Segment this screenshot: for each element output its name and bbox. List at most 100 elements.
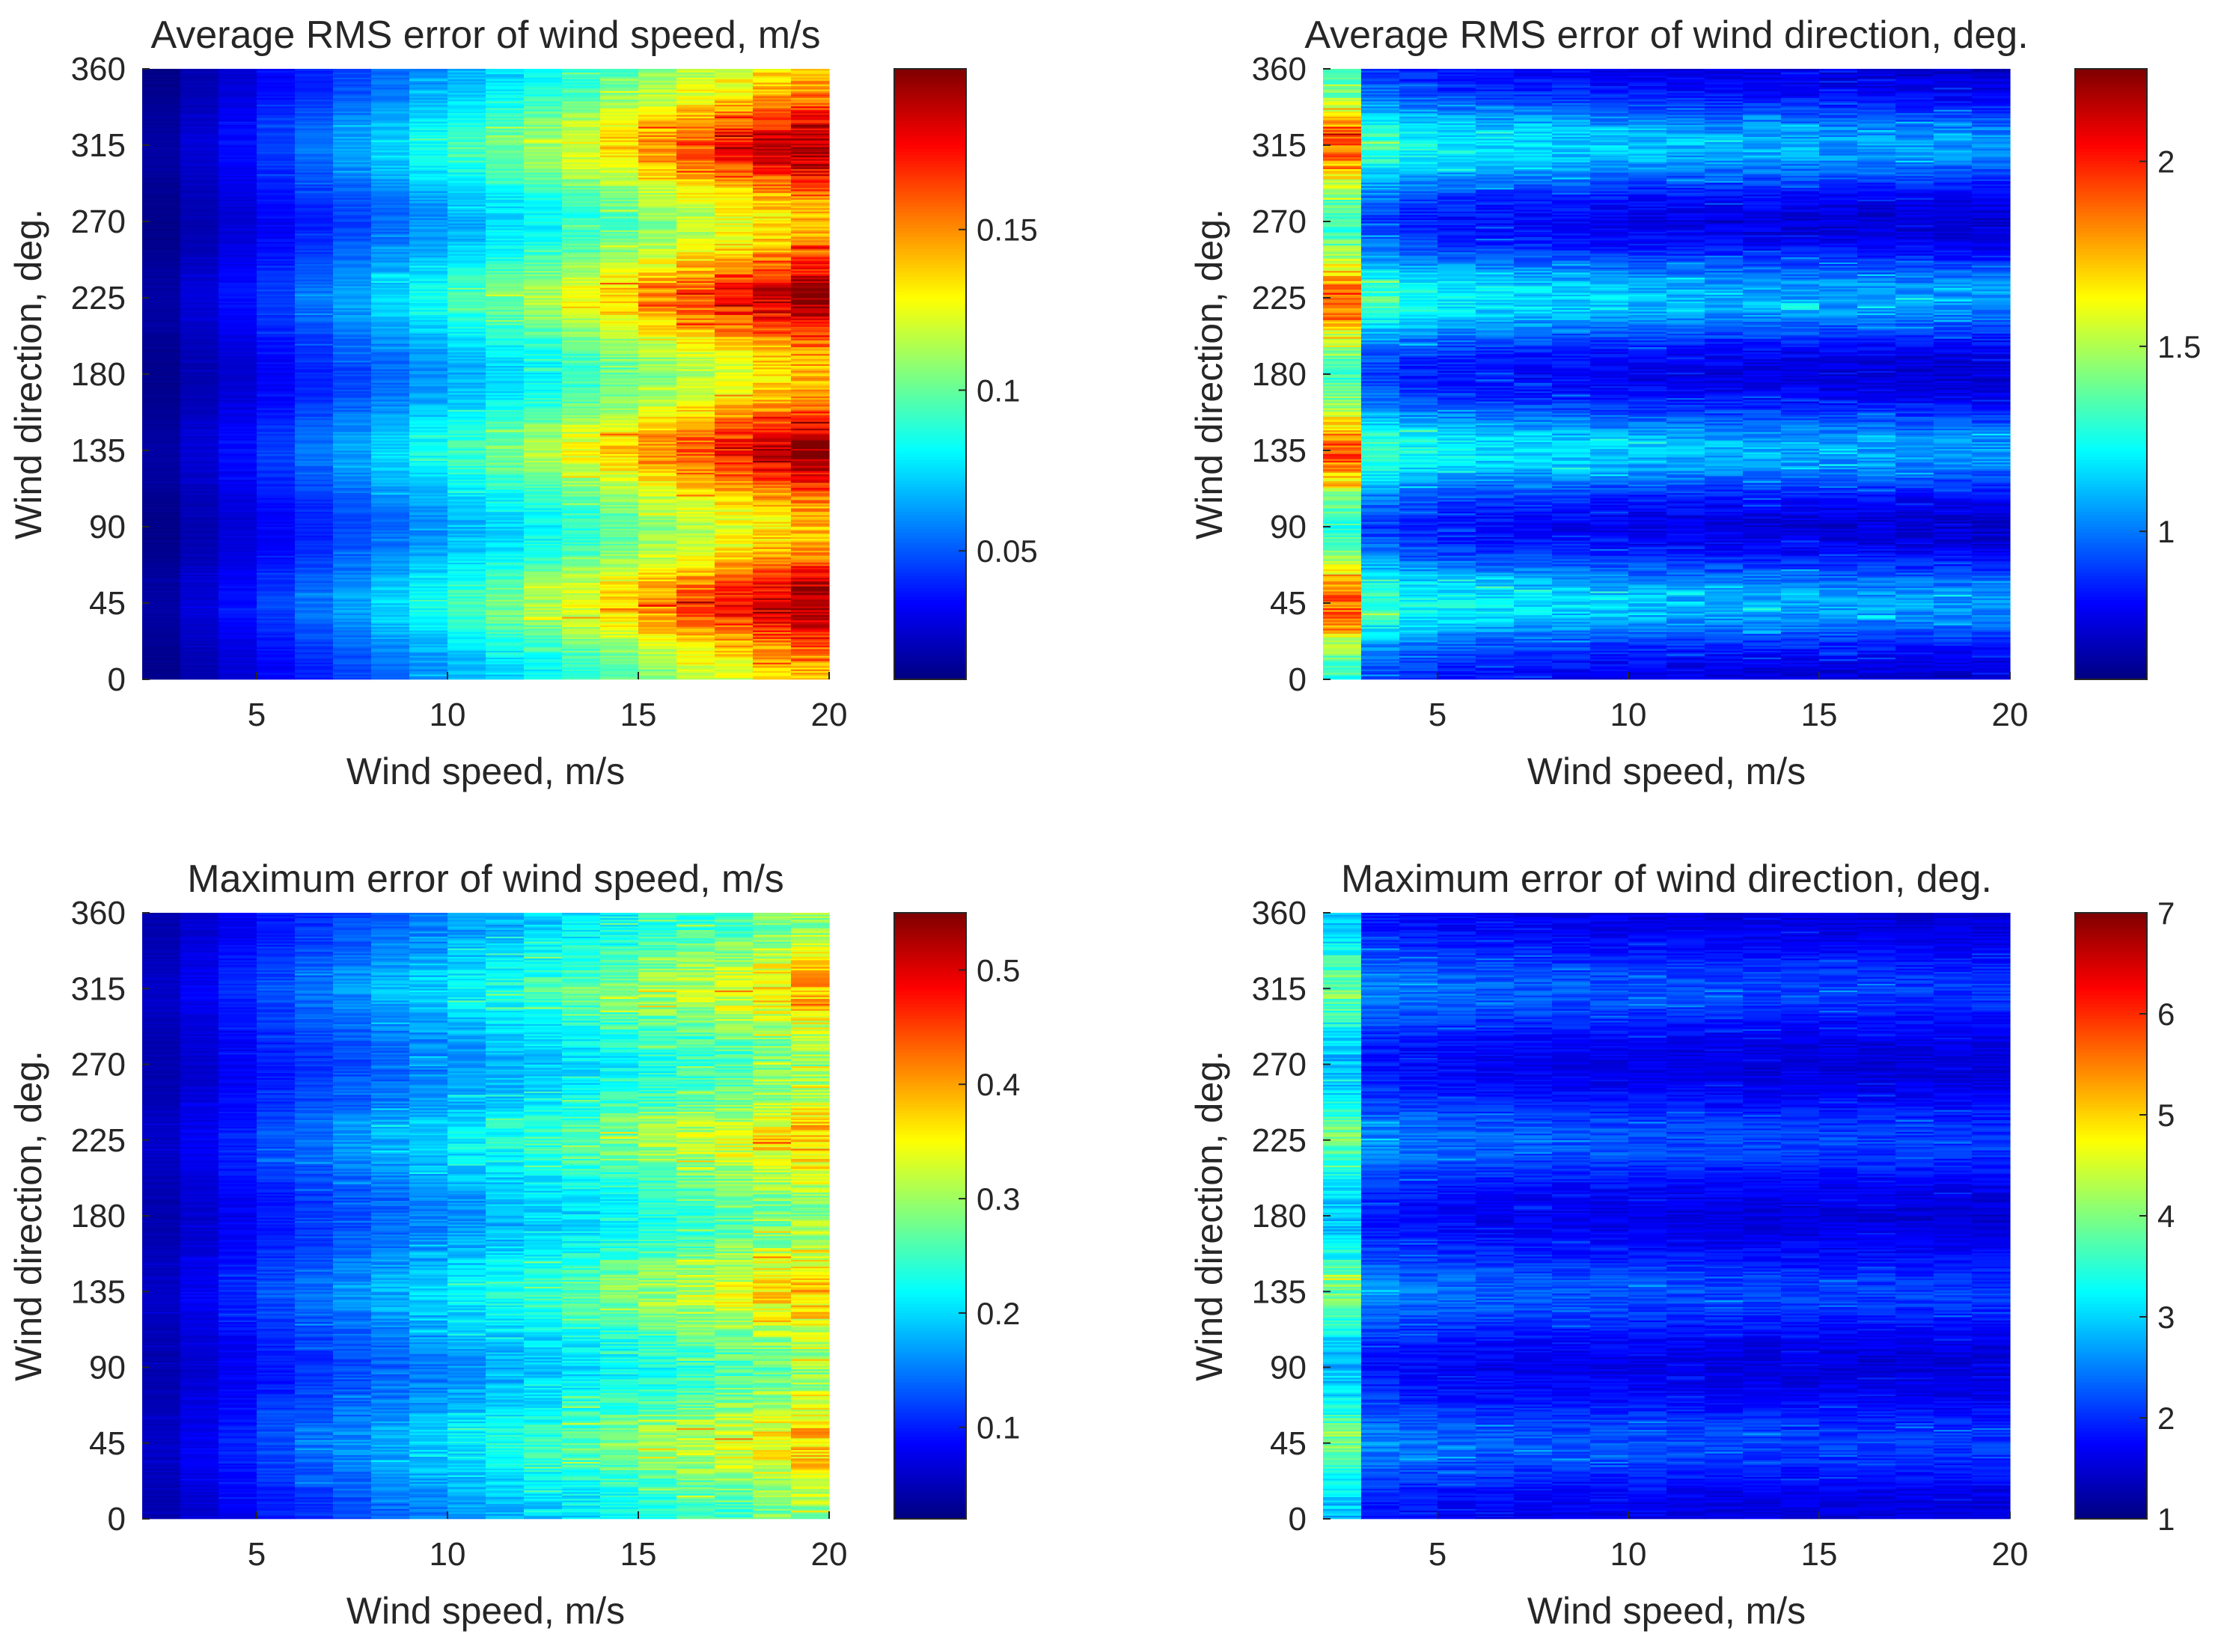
heatmap-cell [638, 433, 677, 435]
heatmap-cell [524, 140, 563, 142]
heatmap-cell [371, 571, 410, 573]
heatmap-cell [447, 171, 486, 173]
heatmap-cell [486, 530, 525, 533]
heatmap-cell [524, 361, 563, 363]
heatmap-cell [257, 456, 296, 458]
heatmap-cell [142, 247, 181, 249]
heatmap-cell [371, 308, 410, 310]
heatmap-cell [142, 235, 181, 237]
heatmap-cell [295, 634, 334, 636]
heatmap-cell [295, 615, 334, 617]
heatmap-cell [219, 220, 257, 222]
heatmap-cell [142, 96, 181, 98]
heatmap-cell [486, 491, 525, 493]
heatmap-cell [219, 423, 257, 426]
heatmap-cell [409, 93, 448, 95]
heatmap-cell [142, 174, 181, 177]
heatmap-cell [257, 465, 296, 468]
heatmap-cell [219, 607, 257, 609]
heatmap-cell [600, 483, 639, 485]
heatmap-cell [219, 138, 257, 141]
heatmap-cell [524, 370, 563, 373]
heatmap-cell [447, 201, 486, 204]
heatmap-cell [333, 269, 372, 271]
heatmap-cell [257, 236, 296, 239]
heatmap-cell [447, 208, 486, 210]
heatmap-cell [447, 477, 486, 480]
heatmap-cell [219, 503, 257, 505]
heatmap-cell [333, 595, 372, 597]
heatmap-cell [409, 432, 448, 434]
heatmap-cell [638, 500, 677, 502]
heatmap-cell [142, 564, 181, 566]
heatmap-cell [600, 498, 639, 500]
heatmap-cell [371, 235, 410, 237]
heatmap-cell [257, 203, 296, 205]
heatmap-cell [371, 518, 410, 521]
heatmap-cell [562, 286, 601, 288]
heatmap-cell [333, 149, 372, 151]
heatmap-cell [562, 305, 601, 307]
heatmap-cell [600, 630, 639, 632]
heatmap-cell [257, 544, 296, 546]
heatmap-cell [371, 491, 410, 493]
heatmap-cell [600, 303, 639, 305]
heatmap-cell [447, 96, 486, 98]
heatmap-cell [257, 91, 296, 93]
heatmap-cell [295, 196, 334, 198]
heatmap-cell [447, 423, 486, 426]
heatmap-cell [257, 313, 296, 315]
heatmap-cell [219, 108, 257, 110]
heatmap-cell [447, 488, 486, 490]
heatmap-cell [486, 200, 525, 202]
heatmap-cell [447, 157, 486, 159]
heatmap-cell [371, 345, 410, 347]
heatmap-cell [333, 145, 372, 147]
heatmap-cell [638, 414, 677, 417]
heatmap-cell [333, 500, 372, 502]
heatmap-cell [180, 91, 219, 93]
heatmap-cell [447, 484, 486, 486]
heatmap-cell [409, 491, 448, 493]
heatmap-cell [409, 274, 448, 276]
heatmap-cell [524, 345, 563, 347]
heatmap-cell [180, 374, 219, 376]
heatmap-cell [447, 513, 486, 516]
heatmap-cell [600, 505, 639, 507]
heatmap-cell [180, 605, 219, 607]
heatmap-cell [219, 195, 257, 197]
heatmap-cell [295, 405, 334, 407]
heatmap-cell [295, 208, 334, 210]
heatmap-cell [333, 564, 372, 566]
heatmap-cell [142, 623, 181, 625]
heatmap-cell [142, 342, 181, 344]
heatmap-cell [409, 308, 448, 310]
heatmap-cell [486, 376, 525, 378]
heatmap-cell [524, 271, 563, 273]
heatmap-cell [257, 548, 296, 551]
heatmap-cell [295, 574, 334, 576]
heatmap-cell [486, 138, 525, 141]
heatmap-cell [219, 452, 257, 454]
heatmap-cell [486, 328, 525, 331]
heatmap-cell [295, 169, 334, 171]
heatmap-cell [333, 464, 372, 466]
heatmap-cell [180, 563, 219, 565]
heatmap-cell [486, 599, 525, 602]
heatmap-cell [447, 189, 486, 192]
heatmap-cell [486, 257, 525, 260]
heatmap-cell [257, 93, 296, 95]
heatmap-cell [180, 528, 219, 530]
heatmap-cell [524, 278, 563, 280]
heatmap-cell [257, 147, 296, 149]
heatmap-cell [333, 507, 372, 509]
heatmap-cell [562, 328, 601, 331]
heatmap-cell [333, 512, 372, 514]
heatmap-cell [409, 137, 448, 139]
heatmap-cell [371, 153, 410, 156]
heatmap-cell [371, 367, 410, 370]
heatmap-cell [486, 195, 525, 197]
heatmap-cell [524, 595, 563, 597]
heatmap-cell [142, 130, 181, 132]
heatmap-cell [371, 639, 410, 641]
